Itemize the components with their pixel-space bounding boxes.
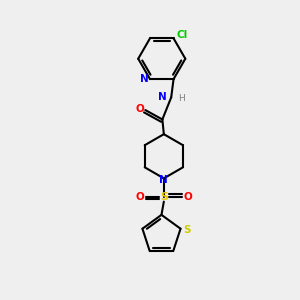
Text: N: N [160, 175, 168, 185]
Text: Cl: Cl [176, 30, 188, 40]
Text: N: N [158, 92, 167, 102]
Text: S: S [160, 192, 168, 202]
Text: O: O [136, 103, 144, 114]
Text: O: O [183, 192, 192, 202]
Text: H: H [178, 94, 184, 103]
Text: S: S [183, 225, 191, 235]
Text: N: N [140, 74, 149, 84]
Text: O: O [136, 192, 145, 202]
